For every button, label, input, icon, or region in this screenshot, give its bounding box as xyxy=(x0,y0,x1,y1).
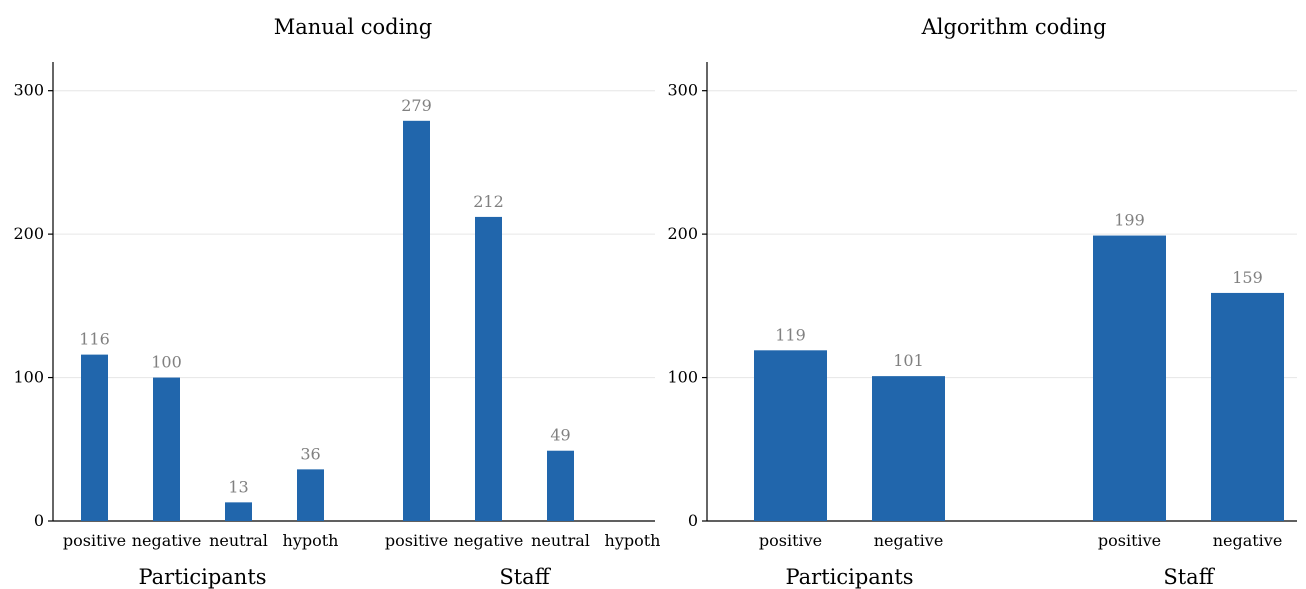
x-tick-label: negative xyxy=(454,531,524,550)
x-tick-label: hypoth xyxy=(605,531,661,550)
bar-staff-negative xyxy=(475,216,502,521)
x-tick-label: positive xyxy=(385,531,448,550)
chart-panel-2: Algorithm coding 0 100 200 300 119 positive 101… xyxy=(667,15,1297,589)
bar-participants-negative xyxy=(872,376,945,521)
x-tick-label: neutral xyxy=(531,531,590,550)
bar-participants-positive xyxy=(81,354,108,521)
x-tick-label: positive xyxy=(1098,531,1161,550)
data-label: 49 xyxy=(550,426,570,445)
y-tick-label: 200 xyxy=(667,224,698,243)
y-tick-label: 300 xyxy=(667,81,698,100)
data-label: 36 xyxy=(300,444,320,463)
x-tick-label: neutral xyxy=(209,531,268,550)
bar-staff-positive xyxy=(403,120,430,521)
data-label: 100 xyxy=(151,353,182,372)
data-label: 279 xyxy=(401,96,432,115)
bar-participants-hypoth xyxy=(297,469,324,521)
data-label: 101 xyxy=(893,351,924,370)
data-label: 199 xyxy=(1114,211,1145,230)
y-tick-label: 100 xyxy=(13,368,44,387)
y-tick-label: 300 xyxy=(13,81,44,100)
bar-participants-neutral xyxy=(225,502,252,521)
bar-staff-neutral xyxy=(547,450,574,521)
bar-participants-negative xyxy=(153,377,180,521)
x-tick-label: positive xyxy=(759,531,822,550)
x-tick-label: negative xyxy=(132,531,202,550)
data-label: 212 xyxy=(473,192,504,211)
bar-participants-positive xyxy=(754,350,827,521)
group-label: Staff xyxy=(1163,565,1215,589)
y-tick-label: 0 xyxy=(34,511,44,530)
x-tick-label: negative xyxy=(1213,531,1283,550)
data-label: 13 xyxy=(228,477,248,496)
bar-staff-negative xyxy=(1211,292,1284,521)
chart-title: Manual coding xyxy=(274,15,433,39)
group-label: Staff xyxy=(499,565,551,589)
y-tick-label: 100 xyxy=(667,368,698,387)
data-label: 116 xyxy=(79,330,110,349)
data-label: 119 xyxy=(775,325,806,344)
x-tick-label: hypoth xyxy=(283,531,339,550)
y-tick-label: 0 xyxy=(688,511,698,530)
y-tick-label: 200 xyxy=(13,224,44,243)
data-label: 159 xyxy=(1232,268,1263,287)
chart-title: Algorithm coding xyxy=(921,15,1107,39)
x-tick-label: negative xyxy=(874,531,944,550)
bar-staff-positive xyxy=(1093,235,1166,521)
chart-panel-1: Manual coding 0 100 200 300 116 positive 100 neg… xyxy=(13,15,660,589)
group-label: Participants xyxy=(138,565,266,589)
group-label: Participants xyxy=(785,565,913,589)
x-tick-label: positive xyxy=(63,531,126,550)
